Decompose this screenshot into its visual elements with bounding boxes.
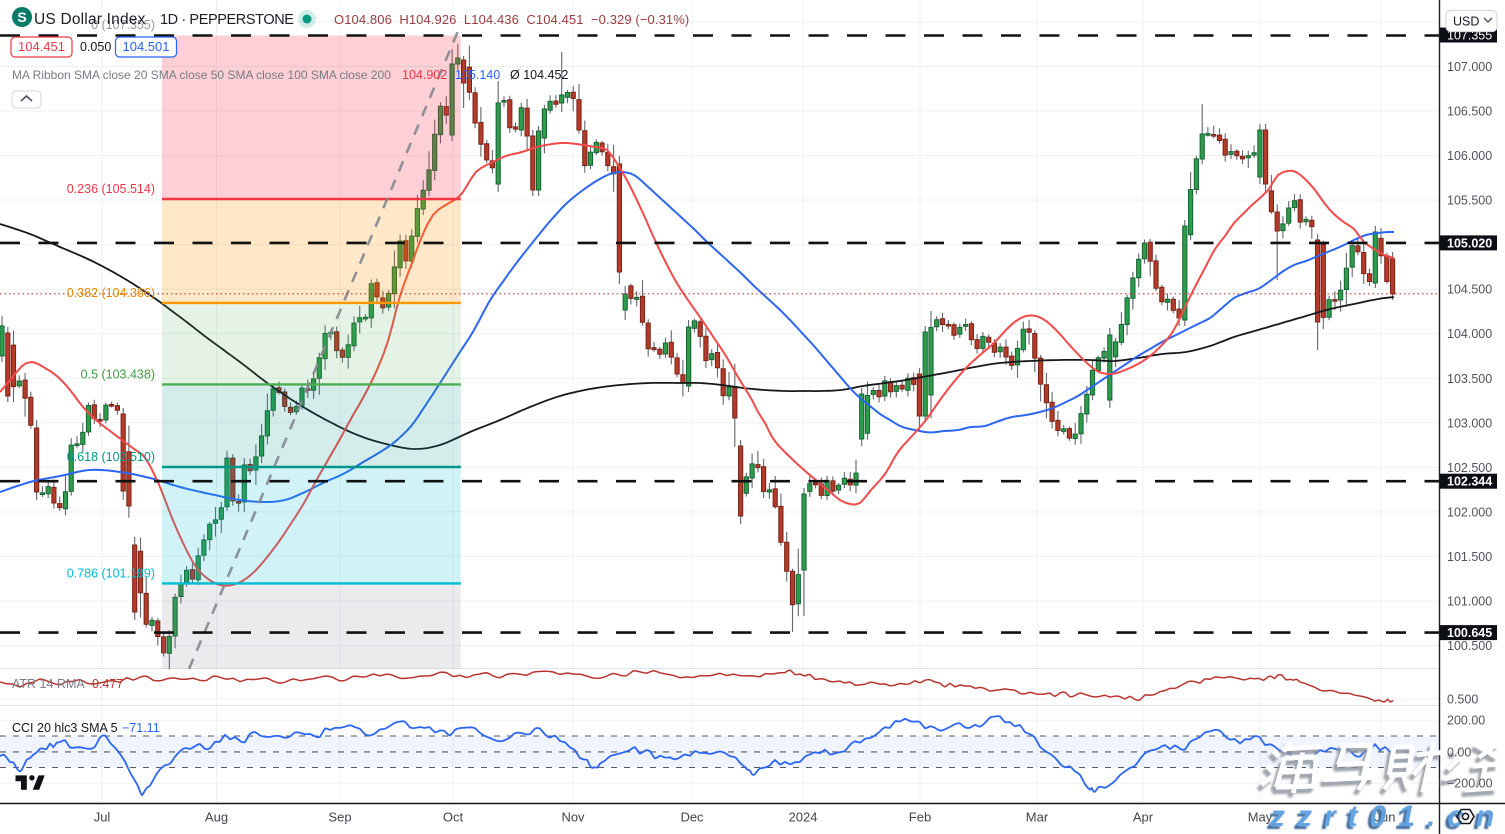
svg-text:Aug: Aug [205, 810, 228, 825]
svg-text:104.451: 104.451 [18, 39, 65, 54]
svg-text:1D · PEPPERSTONE: 1D · PEPPERSTONE [160, 12, 294, 28]
svg-text:O104.806 H104.926 L104.436: O104.806 H104.926 L104.436 C104.451 −0.3… [334, 12, 689, 27]
svg-text:USD: USD [1453, 15, 1479, 29]
svg-text:105.500: 105.500 [1447, 194, 1492, 208]
svg-text:101.000: 101.000 [1447, 594, 1492, 608]
svg-text:−71.11: −71.11 [122, 721, 160, 735]
svg-text:106.500: 106.500 [1447, 105, 1492, 119]
svg-text:102.500: 102.500 [1447, 461, 1492, 475]
svg-text:0.5 (103.438): 0.5 (103.438) [81, 368, 155, 382]
svg-text:Apr: Apr [1133, 810, 1154, 825]
svg-text:0.050: 0.050 [80, 40, 111, 54]
svg-text:−200.00: −200.00 [1447, 777, 1493, 791]
svg-text:100.500: 100.500 [1447, 639, 1492, 653]
svg-text:0.477: 0.477 [92, 677, 123, 691]
svg-text:Sep: Sep [328, 810, 351, 825]
svg-text:Mar: Mar [1026, 810, 1049, 825]
svg-text:Oct: Oct [443, 810, 464, 825]
svg-text:101.500: 101.500 [1447, 550, 1492, 564]
svg-text:105.140: 105.140 [455, 68, 500, 82]
svg-text:200.00: 200.00 [1447, 714, 1485, 728]
svg-text:104.501: 104.501 [123, 39, 170, 54]
svg-text:Jul: Jul [94, 810, 111, 825]
svg-text:102.000: 102.000 [1447, 505, 1492, 519]
svg-text:0.236 (105.514): 0.236 (105.514) [67, 182, 155, 196]
svg-text:MA Ribbon SMA close 20 SMA clo: MA Ribbon SMA close 20 SMA close 50 SMA … [12, 68, 391, 82]
svg-text:Nov: Nov [561, 810, 585, 825]
svg-text:106.000: 106.000 [1447, 149, 1492, 163]
svg-text:ATR 14 RMA: ATR 14 RMA [12, 677, 85, 691]
svg-text:Jun: Jun [1375, 810, 1396, 825]
svg-text:103.500: 103.500 [1447, 372, 1492, 386]
svg-text:S: S [17, 9, 26, 25]
svg-text:100.645: 100.645 [1447, 626, 1492, 640]
svg-text:0.500: 0.500 [1447, 693, 1478, 707]
svg-text:0 (107.355): 0 (107.355) [91, 18, 155, 32]
svg-text:US Dollar Index: US Dollar Index [34, 11, 146, 28]
svg-text:zzrt01.cn: zzrt01.cn [1266, 803, 1503, 834]
svg-text:104.500: 104.500 [1447, 283, 1492, 297]
svg-text:CCI 20 hlc3 SMA 5: CCI 20 hlc3 SMA 5 [12, 721, 118, 735]
svg-text:Ø 104.452: Ø 104.452 [510, 68, 568, 82]
svg-text:105.020: 105.020 [1447, 236, 1492, 250]
svg-text:Feb: Feb [909, 810, 931, 825]
svg-text:107.000: 107.000 [1447, 60, 1492, 74]
svg-text:104.902: 104.902 [402, 68, 447, 82]
svg-text:102.344: 102.344 [1447, 475, 1492, 489]
svg-text:May: May [1248, 810, 1273, 825]
svg-text:0.00: 0.00 [1447, 745, 1471, 759]
svg-text:0.618 (102.510): 0.618 (102.510) [67, 450, 155, 464]
svg-text:zzrt01.cn: zzrt01.cn [1269, 800, 1505, 833]
svg-text:0.786 (101.189): 0.786 (101.189) [67, 567, 155, 581]
svg-text:Dec: Dec [680, 810, 704, 825]
svg-text:0.382 (104.366): 0.382 (104.366) [67, 286, 155, 300]
svg-text:104.000: 104.000 [1447, 327, 1492, 341]
svg-text:2024: 2024 [789, 810, 818, 825]
svg-text:103.000: 103.000 [1447, 416, 1492, 430]
